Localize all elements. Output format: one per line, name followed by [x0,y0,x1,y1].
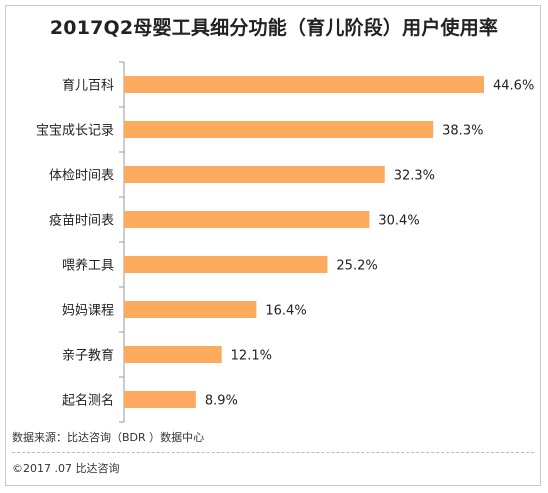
data-label: 30.4% [378,214,419,229]
bar [124,211,370,228]
category-label: 妈妈课程 [62,304,114,319]
category-label: 亲子教育 [62,348,114,364]
data-label: 12.1% [231,349,272,364]
copyright-note: ©2017 .07 比达咨询 [12,462,120,475]
category-label: 疫苗时间表 [49,213,114,229]
bar [124,301,257,318]
category-label: 宝宝成长记录 [36,124,114,139]
bar [124,256,328,273]
category-label: 体检时间表 [49,169,114,184]
bar [124,391,196,408]
data-label: 44.6% [493,79,534,94]
category-label: 起名测名 [62,393,114,409]
bar [124,166,385,183]
category-label: 育儿百科 [62,78,114,94]
data-source-note: 数据来源：比达咨询（BDR ）数据中心 [12,431,205,444]
bar [124,346,222,363]
data-label: 25.2% [336,259,377,274]
bar [124,121,434,138]
data-label: 38.3% [442,124,483,139]
category-label: 喂养工具 [62,258,114,274]
footer-divider [12,452,534,453]
data-label: 32.3% [394,169,435,184]
data-label: 8.9% [205,394,238,409]
data-label: 16.4% [265,304,306,319]
bar [124,76,484,93]
chart-title: 2017Q2母婴工具细分功能（育儿阶段）用户使用率 [49,17,499,39]
